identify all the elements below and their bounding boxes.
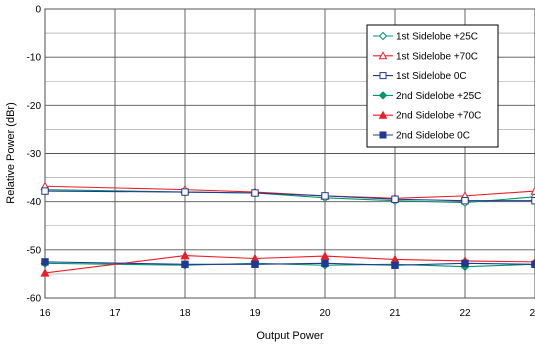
legend-label: 1st Sidelobe +70C (396, 51, 478, 62)
data-point (378, 31, 388, 41)
x-tick-label: 20 (319, 308, 331, 319)
y-tick-label: 0 (35, 5, 41, 16)
legend-label: 1st Sidelobe +25C (396, 32, 478, 43)
legend-label: 1st Sidelobe 0C (396, 71, 467, 82)
data-point (378, 91, 388, 100)
data-point (378, 110, 388, 119)
x-tick-label: 18 (179, 308, 191, 319)
legend-item: 2nd Sidelobe 0C (373, 131, 470, 142)
data-point (378, 51, 388, 60)
data-point (251, 189, 259, 197)
series-6 (41, 258, 535, 269)
x-tick-labels: 16 17 18 19 20 21 22 23 (39, 308, 535, 319)
x-tick-label: 22 (459, 308, 471, 319)
data-point (41, 187, 49, 195)
y-tick-label: -10 (27, 53, 42, 64)
y-tick-label: -50 (27, 245, 42, 256)
x-tick-label: 16 (39, 308, 51, 319)
data-point (391, 195, 399, 203)
data-point (320, 251, 330, 260)
data-point (251, 260, 259, 268)
data-point (41, 258, 49, 266)
legend-item: 1st Sidelobe +25C (373, 32, 478, 43)
y-tick-label: -40 (27, 197, 42, 208)
y-axis-label: Relative Power (dBr) (5, 102, 17, 203)
legend-item: 2nd Sidelobe +70C (373, 110, 481, 122)
legend-item: 1st Sidelobe +70C (373, 51, 478, 62)
legend-item: 2nd Sidelobe +25C (373, 91, 481, 102)
series-group (40, 181, 535, 277)
data-point (181, 260, 189, 268)
y-tick-label: -60 (27, 294, 42, 305)
legend: 1st Sidelobe +25C 1st Sidelobe +70C 1st Si… (366, 24, 499, 148)
legend-label: 2nd Sidelobe +70C (396, 111, 481, 122)
data-point (40, 268, 50, 277)
data-point (379, 72, 387, 80)
x-axis-label: Output Power (256, 330, 324, 342)
x-tick-label: 19 (249, 308, 261, 319)
legend-box (366, 24, 499, 148)
data-point (461, 259, 469, 268)
x-tick-label: 17 (109, 308, 121, 319)
data-point (530, 186, 535, 195)
data-point (461, 197, 469, 205)
data-point (391, 261, 399, 269)
x-tick-label: 21 (389, 308, 401, 319)
y-tick-labels: 0 -10 -20 -30 -40 -50 -60 (27, 5, 42, 305)
legend-item: 1st Sidelobe 0C (373, 71, 467, 82)
y-tick-label: -30 (27, 149, 42, 160)
x-tick-label: 23 (529, 308, 535, 319)
data-point (379, 131, 387, 139)
legend-label: 2nd Sidelobe 0C (396, 131, 470, 142)
data-point (180, 250, 190, 260)
data-point (321, 192, 329, 200)
series-3 (41, 187, 535, 205)
data-point (181, 188, 189, 196)
legend-label: 2nd Sidelobe +25C (396, 91, 481, 102)
data-point (321, 259, 329, 268)
y-tick-label: -20 (27, 101, 42, 112)
